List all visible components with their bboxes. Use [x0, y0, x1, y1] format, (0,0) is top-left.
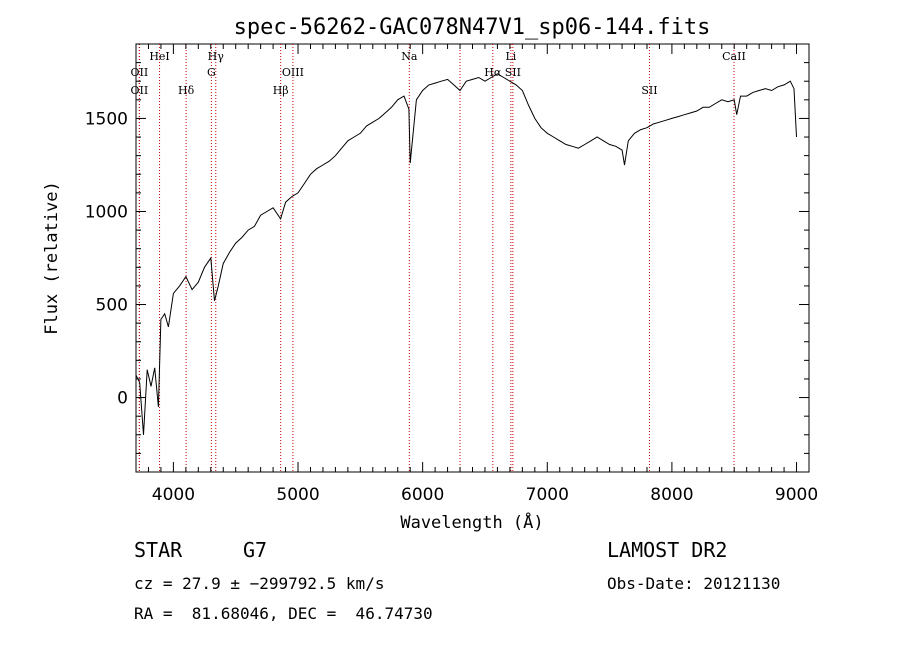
y-tick-label: 1000 [85, 202, 128, 222]
spectrum-line [135, 73, 797, 435]
chart-title: spec-56262-GAC078N47V1_sp06-144.fits [234, 15, 711, 40]
x-tick-label: 6000 [401, 485, 444, 505]
coordinates: RA = 81.68046, DEC = 46.74730 [134, 604, 433, 623]
line-marker-label: Li [505, 50, 516, 63]
line-marker-label: OIII [282, 66, 304, 79]
line-marker-label: Hβ [273, 84, 289, 97]
line-marker-label: Hα [484, 66, 502, 79]
x-tick-label: 5000 [276, 485, 319, 505]
object-subclass: G7 [243, 538, 268, 562]
line-marker-label: CaII [722, 50, 746, 63]
line-marker-label: HeI [149, 50, 169, 63]
y-tick-label: 1500 [85, 109, 128, 129]
x-axis-ticks: 4000 5000 6000 7000 8000 9000 [147, 44, 818, 505]
x-axis-label: Wavelength (Å) [400, 511, 543, 533]
line-marker-label: Na [401, 50, 418, 63]
y-axis-label: Flux (relative) [42, 181, 62, 335]
line-marker-label: SII [641, 84, 657, 97]
y-tick-label: 0 [117, 389, 128, 409]
x-tick-label: 9000 [775, 485, 818, 505]
y-axis-ticks: 0 500 1000 1500 [85, 43, 809, 473]
x-tick-label: 7000 [526, 485, 569, 505]
line-marker-label: Hδ [178, 84, 195, 97]
plot-frame [135, 43, 810, 473]
line-marker-label: OII [131, 84, 149, 97]
line-marker-label: OII [131, 66, 149, 79]
redshift-text: cz = 27.9 ± −299792.5 km/s [134, 574, 385, 593]
line-marker-label: G [207, 66, 216, 79]
line-marker-label: Hγ [208, 50, 225, 63]
y-tick-label: 500 [96, 296, 128, 316]
object-class: STAR [134, 538, 183, 562]
obs-date: Obs-Date: 20121130 [607, 574, 781, 593]
x-tick-label: 8000 [650, 485, 693, 505]
survey-name: LAMOST DR2 [607, 538, 728, 562]
line-marker-label: SII [505, 66, 521, 79]
x-tick-label: 4000 [152, 485, 195, 505]
